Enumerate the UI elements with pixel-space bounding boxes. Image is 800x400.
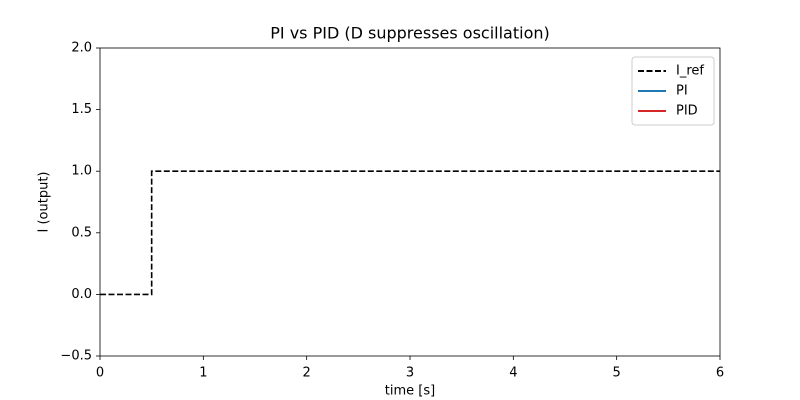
plot-frame bbox=[99, 47, 721, 357]
chart-title: PI vs PID (D suppresses oscillation) bbox=[270, 24, 550, 43]
x-tick-label: 6 bbox=[716, 366, 724, 381]
y-tick-label: 0.5 bbox=[71, 225, 92, 240]
x-axis-label: time [s] bbox=[385, 384, 435, 399]
y-tick-label: −0.5 bbox=[60, 349, 92, 364]
y-tick-label: 1.5 bbox=[71, 102, 92, 117]
x-tick-label: 1 bbox=[199, 366, 207, 381]
series-line bbox=[100, 170, 720, 296]
y-tick-label: 0.0 bbox=[71, 287, 92, 302]
y-tick-label: 2.0 bbox=[71, 41, 92, 56]
legend-label: PI bbox=[676, 84, 688, 99]
x-tick-label: 5 bbox=[613, 366, 621, 381]
legend-label: PID bbox=[676, 104, 698, 119]
legend-label: I_ref bbox=[676, 64, 704, 79]
legend-box bbox=[631, 56, 715, 126]
x-tick-label: 2 bbox=[303, 366, 311, 381]
y-tick-label: 1.0 bbox=[71, 164, 92, 179]
x-tick-label: 0 bbox=[96, 366, 104, 381]
x-tick-label: 4 bbox=[509, 366, 517, 381]
x-tick-label: 3 bbox=[406, 366, 414, 381]
y-axis-label: I (output) bbox=[37, 172, 52, 233]
